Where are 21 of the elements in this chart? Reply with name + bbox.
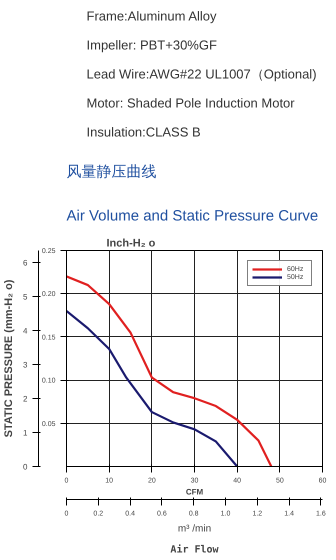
text: Air Flow [170,544,220,556]
text: Motor: Shaded Pole Induction Motor [86,96,296,110]
x2-axis-title: m³ /min [178,524,212,534]
text: Frame:Aluminum Alloy [86,8,218,24]
x-axis-title: CFM [186,488,204,496]
y2-tick-label: 3 [23,360,28,370]
y2-axis-title: STATIC PRESSURE (mm-H₂ o) [3,279,16,438]
chart-title: 风量静压曲线 [66,162,156,180]
y2-tick-label: 4 [23,326,28,336]
text: Insulation:CLASS B [86,124,201,140]
y-axis-title: Inch-H₂ o [106,238,156,250]
chart-subtitle: Air Volume and Static Pressure Curve [66,208,318,224]
text: Impeller: PBT+30%GF [86,38,217,52]
line-series [66,275,272,466]
y2-tick-label: 2 [23,394,28,404]
y2-tick-label: 1 [23,428,28,438]
line-series [66,310,238,466]
y2-tick-label: 0 [23,462,28,472]
y2-tick-label: 6 [23,258,28,268]
text: Lead Wire:AWG#22 UL1007（Optional) [86,66,317,82]
y2-tick-label: 5 [23,292,28,302]
